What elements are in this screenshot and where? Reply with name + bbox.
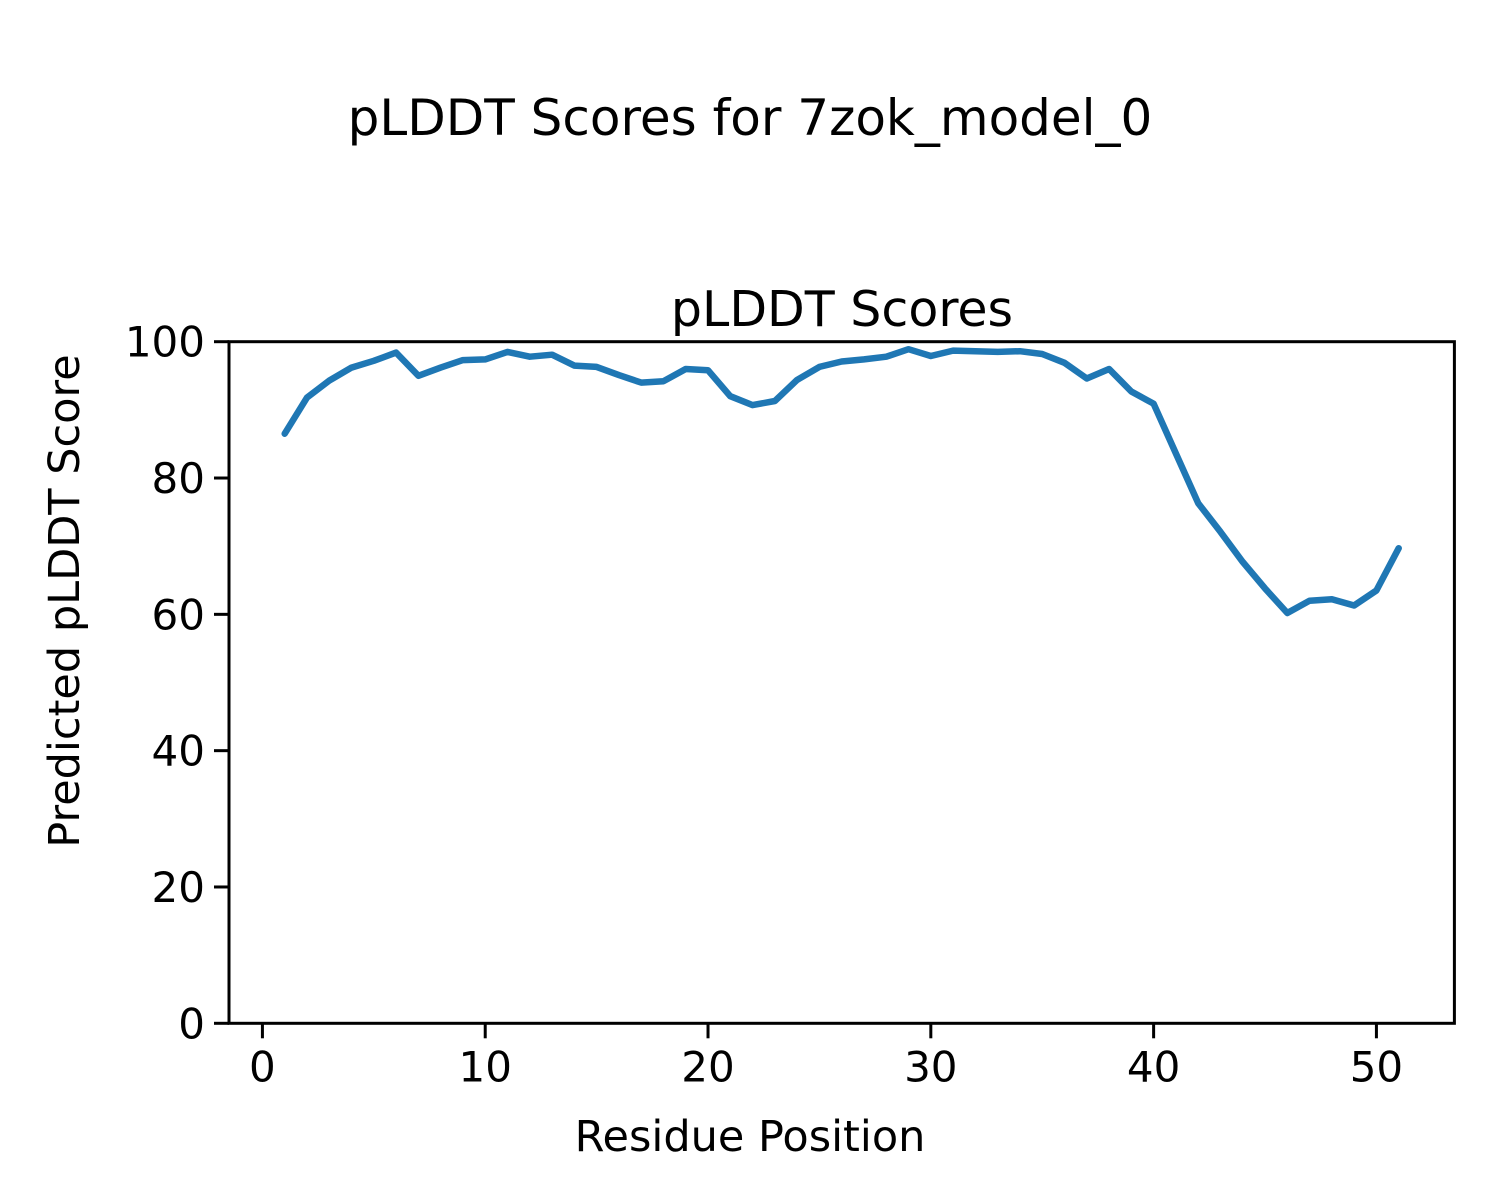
y-tick-label: 60 [152,590,205,639]
x-tick-label: 0 [249,1042,276,1091]
x-tick-label: 20 [681,1042,734,1091]
y-tick-label: 100 [125,318,205,367]
x-tick-label: 40 [1127,1042,1180,1091]
x-tick-label: 50 [1350,1042,1403,1091]
y-tick-label: 40 [152,727,205,776]
axes-spines [227,340,1456,1025]
x-axis-label: Residue Position [574,1112,926,1162]
figure-title: pLDDT Scores for 7zok_model_0 [347,89,1153,147]
y-tick-label: 80 [152,454,205,503]
axes-title: pLDDT Scores [670,281,1014,338]
x-tick-label: 30 [904,1042,957,1091]
y-tick-label: 0 [178,999,205,1048]
data-line [281,345,1402,617]
y-tick-label: 20 [152,863,205,912]
x-tick-label: 10 [458,1042,511,1091]
